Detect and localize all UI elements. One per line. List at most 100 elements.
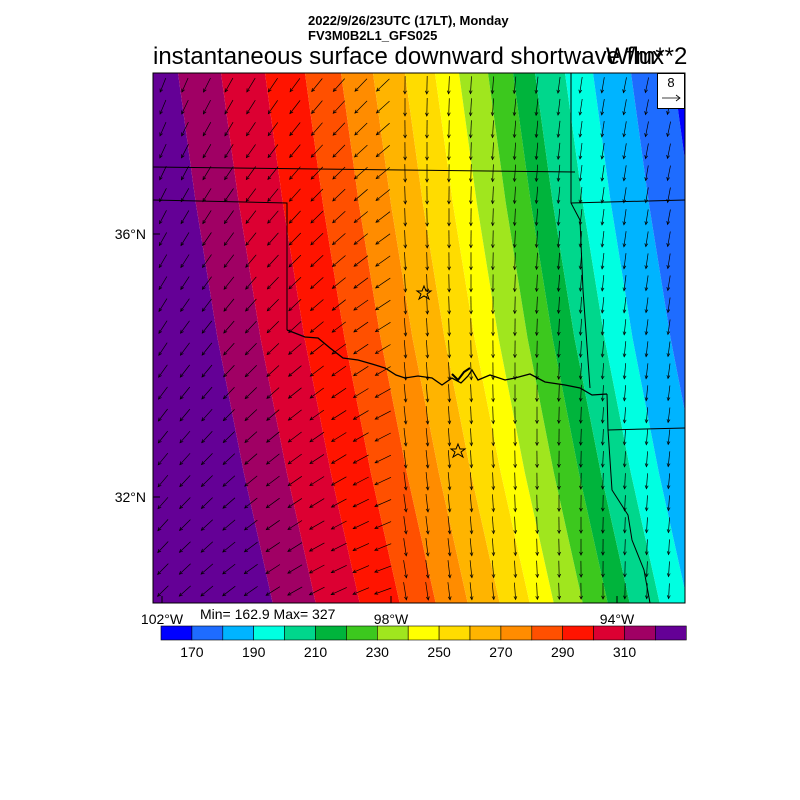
wind-arrow — [403, 120, 407, 139]
wind-arrow — [352, 520, 369, 530]
wind-arrow — [179, 386, 191, 400]
wind-arrow — [179, 430, 191, 444]
wind-arrow — [491, 538, 496, 557]
wind-arrow — [352, 410, 369, 420]
lon-label-94w: 94°W — [600, 611, 635, 627]
wind-arrow — [266, 387, 280, 399]
wind-arrow — [622, 165, 627, 182]
wind-arrow — [666, 583, 671, 600]
wind-arrow — [309, 387, 325, 399]
wind-arrow — [267, 188, 279, 202]
wind-arrow — [266, 276, 279, 290]
wind-arrow — [666, 209, 671, 226]
wind-arrow — [512, 98, 517, 117]
wind-arrow — [266, 365, 280, 378]
wind-arrow — [666, 517, 671, 534]
wind-arrow — [534, 318, 539, 337]
wind-arrow — [331, 255, 346, 268]
wind-arrow — [159, 166, 167, 181]
wind-arrow — [243, 586, 258, 597]
wind-arrow — [491, 318, 495, 337]
wind-arrow — [469, 428, 474, 447]
flux-band — [153, 73, 273, 603]
wind-arrow — [311, 78, 323, 93]
wind-arrow — [425, 472, 430, 491]
wind-arrow — [202, 166, 212, 181]
wind-arrow — [644, 121, 649, 138]
wind-arrow — [534, 296, 539, 315]
wind-arrow — [600, 187, 605, 204]
wind-arrow — [557, 582, 562, 601]
wind-arrow — [332, 122, 346, 136]
wind-arrow — [622, 385, 627, 402]
wind-arrow — [425, 538, 430, 557]
wind-arrow — [403, 560, 408, 579]
wind-arrow — [309, 498, 325, 508]
wind-arrow — [245, 144, 256, 159]
wind-arrow — [310, 255, 324, 268]
wind-arrow — [244, 475, 258, 487]
wind-arrow — [425, 384, 430, 403]
wind-arrow — [310, 277, 324, 290]
wind-arrow — [666, 539, 671, 556]
wind-arrow — [244, 320, 257, 334]
reference-arrow-icon — [662, 94, 681, 102]
wind-arrow — [159, 77, 167, 93]
wind-arrow — [490, 76, 495, 95]
wind-arrow — [202, 210, 212, 225]
wind-arrow — [578, 340, 583, 358]
wind-arrow — [245, 210, 257, 225]
wind-arrow — [447, 538, 452, 557]
wind-arrow — [468, 186, 473, 205]
wind-arrow — [375, 233, 391, 245]
wind-arrow — [644, 363, 649, 380]
wind-arrow — [157, 452, 169, 466]
wind-arrow — [245, 254, 257, 268]
wind-arrow — [246, 77, 256, 93]
wind-arrow — [622, 517, 627, 534]
wind-arrow — [309, 431, 325, 443]
wind-arrow — [158, 276, 168, 291]
wind-arrow — [556, 318, 561, 336]
wind-arrow — [201, 431, 213, 444]
wind-arrow — [374, 476, 392, 486]
lon-ticks — [161, 596, 618, 603]
wind-arrow — [374, 366, 391, 376]
wind-arrow — [644, 539, 649, 556]
wind-arrow — [447, 582, 452, 601]
wind-arrow — [666, 451, 671, 468]
wind-arrow — [374, 454, 392, 464]
wind-arrow — [403, 186, 408, 205]
wind-arrow — [203, 99, 211, 115]
wind-arrow — [245, 232, 257, 246]
wind-arrow — [352, 432, 369, 442]
wind-arrow — [245, 298, 257, 312]
wind-arrow — [666, 319, 671, 336]
wind-arrow — [289, 122, 301, 137]
wind-arrow — [245, 188, 257, 203]
wind-arrow — [310, 232, 324, 246]
wind-arrow — [579, 538, 583, 556]
flux-band — [535, 73, 660, 603]
wind-arrow — [287, 365, 302, 377]
wind-arrow — [425, 406, 430, 425]
wind-arrow — [469, 560, 474, 579]
wind-arrow — [468, 142, 473, 161]
wind-arrow — [403, 252, 408, 271]
wind-arrow — [491, 274, 495, 293]
wind-arrow — [403, 406, 408, 425]
wind-arrow — [469, 450, 474, 469]
wind-arrow — [600, 275, 605, 292]
wind-arrow — [513, 538, 518, 557]
wind-arrow — [666, 495, 671, 512]
wind-arrow — [201, 408, 213, 422]
wind-arrow — [287, 431, 302, 443]
wind-arrow — [157, 585, 169, 597]
wind-arrow — [579, 516, 583, 534]
wind-arrow — [490, 142, 495, 161]
wind-arrow — [309, 409, 325, 421]
wind-arrow — [556, 384, 561, 402]
wind-arrow — [644, 319, 649, 336]
flux-band — [305, 73, 436, 603]
wind-arrow — [666, 429, 671, 446]
